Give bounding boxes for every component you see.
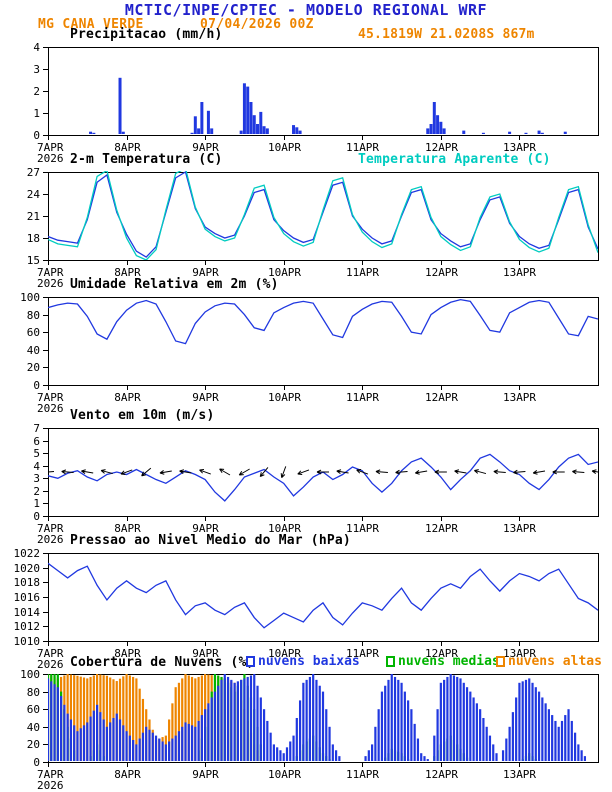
nuvens-baixas-swatch	[246, 656, 255, 667]
nuvens-altas-label: nuvens altas	[508, 654, 602, 669]
precipitation-panel-title: Precipitacao (mm/h)	[70, 27, 223, 42]
temperature-chart	[0, 168, 612, 288]
station-name: MG CANA VERDE	[38, 17, 144, 32]
cloud-cover-chart	[0, 670, 612, 790]
page-title: MCTIC/INPE/CPTEC - MODELO REGIONAL WRF	[124, 1, 488, 19]
pressure-chart	[0, 549, 612, 669]
precipitation-chart	[0, 43, 612, 163]
nuvens-baixas-label: nuvens baixas	[258, 654, 360, 669]
wind-panel-title: Vento em 10m (m/s)	[70, 408, 215, 423]
pressure-panel-title: Pressao ao Nivel Medio do Mar (hPa)	[70, 533, 351, 548]
nuvens-altas-swatch	[496, 656, 505, 667]
wind-chart	[0, 424, 612, 544]
legend-nuvens-medias: nuvens medias	[386, 654, 500, 669]
legend-nuvens-baixas: nuvens baixas	[246, 654, 360, 669]
apparent-temperature-legend: Temperatura Aparente (C)	[358, 152, 551, 167]
run-datetime: 07/04/2026 00Z	[200, 17, 314, 32]
humidity-panel-title: Umidade Relativa em 2m (%)	[70, 277, 279, 292]
humidity-chart	[0, 293, 612, 413]
nuvens-medias-swatch	[386, 656, 395, 667]
legend-nuvens-altas: nuvens altas	[496, 654, 602, 669]
station-coordinates-label: 45.1819W 21.0208S 867m	[358, 27, 535, 42]
nuvens-medias-label: nuvens medias	[398, 654, 500, 669]
temperature-panel-title: 2-m Temperatura (C)	[70, 152, 223, 167]
cloud-cover-panel-title: Cobertura de Nuvens (%)	[70, 655, 255, 670]
